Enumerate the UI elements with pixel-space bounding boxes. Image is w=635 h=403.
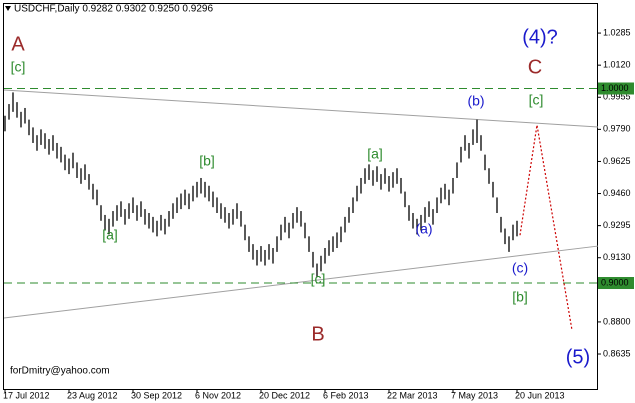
level-label: 1.0000: [601, 83, 629, 93]
trendline: [3, 245, 599, 319]
wave-label: [a]: [367, 146, 383, 162]
x-tick-label: 7 May 2013: [451, 390, 498, 400]
wave-label: (c): [512, 260, 528, 276]
wave-label: A: [11, 33, 25, 55]
menu-arrow: [5, 6, 11, 11]
wave-label: C: [528, 56, 542, 78]
x-tick-label: 22 Mar 2013: [387, 390, 438, 400]
wave-label: (b): [467, 93, 484, 109]
x-tick-label: 20 Jun 2013: [515, 390, 565, 400]
y-tick-label: 0.9295: [603, 220, 631, 230]
x-tick-label: 23 Aug 2012: [67, 390, 118, 400]
x-tick-label: 30 Sep 2012: [131, 390, 182, 400]
y-tick-label: 0.9625: [603, 156, 631, 166]
y-tick-label: 0.9130: [603, 252, 631, 262]
y-tick-label: 1.0120: [603, 60, 631, 70]
wave-label: B: [311, 323, 324, 345]
wave-label: (4)?: [522, 26, 558, 48]
x-tick-label: 6 Feb 2013: [323, 390, 369, 400]
level-label: 0.9000: [601, 277, 629, 287]
y-tick-label: 0.9790: [603, 124, 631, 134]
forecast-path: [519, 124, 573, 331]
wave-label: [b]: [512, 289, 528, 305]
wave-label: [c]: [529, 92, 544, 108]
y-tick-label: 1.0285: [603, 27, 631, 37]
level-box: [598, 82, 634, 95]
x-tick-label: 6 Nov 2012: [195, 390, 241, 400]
wave-label: [c]: [11, 59, 26, 75]
y-tick-label: 0.8635: [603, 348, 631, 358]
watermark: forDmitry@yahoo.com: [10, 366, 110, 377]
wave-label: [c]: [311, 271, 326, 287]
wave-label: [b]: [199, 153, 215, 169]
plot-frame: [3, 3, 598, 390]
x-tick-label: 17 Jul 2012: [3, 390, 50, 400]
wave-label: (a): [415, 221, 432, 237]
level-box: [598, 277, 634, 290]
wave-label: [a]: [102, 227, 118, 243]
chart-title: USDCHF,Daily 0.9282 0.9302 0.9250 0.9296: [14, 4, 213, 15]
y-tick-label: 0.8800: [603, 316, 631, 326]
wave-label: (5): [566, 346, 590, 368]
x-tick-label: 20 Dec 2012: [259, 390, 310, 400]
y-tick-label: 0.9460: [603, 188, 631, 198]
trendline: [3, 89, 599, 128]
y-tick-label: 0.9955: [603, 92, 631, 102]
